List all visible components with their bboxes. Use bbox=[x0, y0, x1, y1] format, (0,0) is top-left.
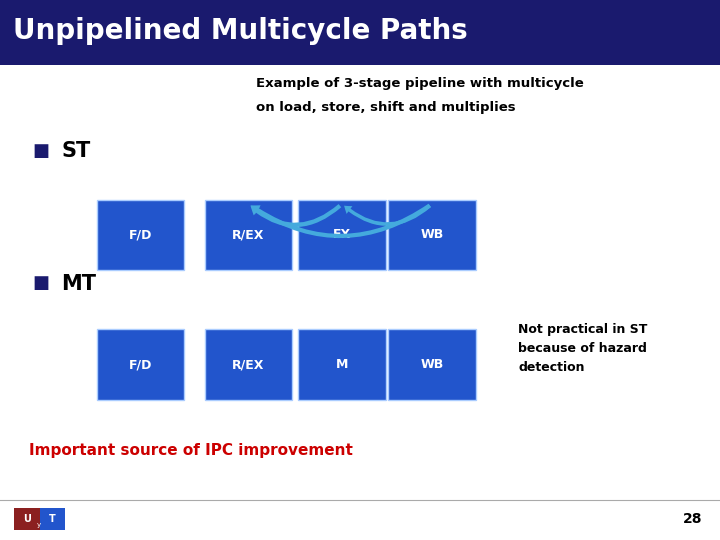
Text: R/EX: R/EX bbox=[233, 228, 264, 241]
FancyBboxPatch shape bbox=[0, 0, 720, 65]
Text: MT: MT bbox=[61, 273, 96, 294]
Text: U: U bbox=[23, 514, 30, 524]
Text: y: y bbox=[37, 522, 41, 528]
Text: Unpipelined Multicycle Paths: Unpipelined Multicycle Paths bbox=[13, 17, 468, 45]
FancyBboxPatch shape bbox=[389, 200, 475, 271]
Text: EX: EX bbox=[333, 228, 351, 241]
FancyArrowPatch shape bbox=[251, 204, 341, 227]
Text: WB: WB bbox=[420, 358, 444, 371]
Text: 28: 28 bbox=[683, 512, 702, 526]
FancyBboxPatch shape bbox=[14, 508, 40, 530]
Text: ■: ■ bbox=[32, 142, 50, 160]
FancyBboxPatch shape bbox=[96, 200, 184, 271]
Text: M: M bbox=[336, 358, 348, 371]
Text: R/EX: R/EX bbox=[233, 358, 264, 371]
FancyBboxPatch shape bbox=[96, 329, 184, 400]
FancyBboxPatch shape bbox=[389, 329, 475, 400]
Text: on load, store, shift and multiplies: on load, store, shift and multiplies bbox=[256, 102, 516, 114]
Text: Important source of IPC improvement: Important source of IPC improvement bbox=[29, 443, 353, 458]
FancyBboxPatch shape bbox=[299, 329, 386, 400]
Text: F/D: F/D bbox=[129, 228, 152, 241]
Text: Not practical in ST
because of hazard
detection: Not practical in ST because of hazard de… bbox=[518, 323, 648, 374]
Text: WB: WB bbox=[420, 228, 444, 241]
Text: Example of 3-stage pipeline with multicycle: Example of 3-stage pipeline with multicy… bbox=[256, 77, 583, 90]
FancyBboxPatch shape bbox=[204, 200, 292, 271]
FancyBboxPatch shape bbox=[204, 329, 292, 400]
Text: ST: ST bbox=[61, 141, 91, 161]
Text: F/D: F/D bbox=[129, 358, 152, 371]
Text: ■: ■ bbox=[32, 274, 50, 293]
FancyArrowPatch shape bbox=[251, 204, 431, 238]
Text: T: T bbox=[48, 514, 55, 524]
FancyArrowPatch shape bbox=[344, 204, 431, 226]
FancyBboxPatch shape bbox=[40, 508, 65, 530]
FancyBboxPatch shape bbox=[299, 200, 386, 271]
